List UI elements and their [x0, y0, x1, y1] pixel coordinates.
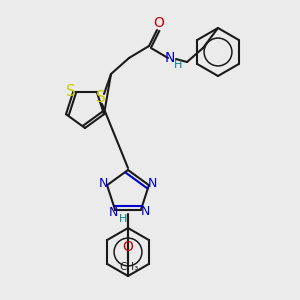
Text: O: O	[154, 16, 164, 30]
Text: N: N	[148, 177, 158, 190]
Text: H: H	[174, 60, 182, 70]
Text: N: N	[98, 177, 108, 190]
Text: N: N	[165, 51, 175, 65]
Text: H: H	[119, 214, 127, 224]
Text: S: S	[66, 84, 76, 99]
Text: O: O	[123, 240, 134, 254]
Text: N: N	[141, 205, 151, 218]
Text: S: S	[96, 91, 106, 106]
Text: N: N	[108, 206, 118, 219]
Text: CH₃: CH₃	[119, 262, 139, 272]
